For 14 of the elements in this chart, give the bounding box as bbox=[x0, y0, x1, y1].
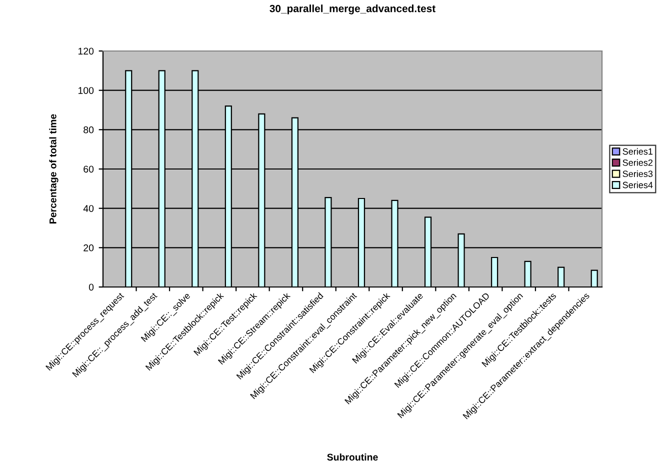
y-tick-label: 100 bbox=[78, 87, 94, 94]
y-tick-label: 60 bbox=[84, 166, 94, 173]
legend-label: Series4 bbox=[622, 182, 653, 188]
y-tick-label: 80 bbox=[84, 126, 94, 134]
y-tick-label: 0 bbox=[88, 284, 94, 291]
y-tick-label: 120 bbox=[78, 48, 94, 55]
y-axis-title: Percentage of total time bbox=[49, 114, 58, 224]
legend-label: Series3 bbox=[622, 170, 653, 178]
y-tick-label: 40 bbox=[83, 205, 94, 212]
y-tick-label: 20 bbox=[84, 244, 94, 252]
legend-label: Series2 bbox=[622, 159, 652, 166]
chart-title: 30_parallel_merge_advanced.test bbox=[270, 4, 436, 14]
x-axis-title: Subroutine bbox=[327, 453, 378, 461]
legend-label: Series1 bbox=[622, 148, 653, 155]
